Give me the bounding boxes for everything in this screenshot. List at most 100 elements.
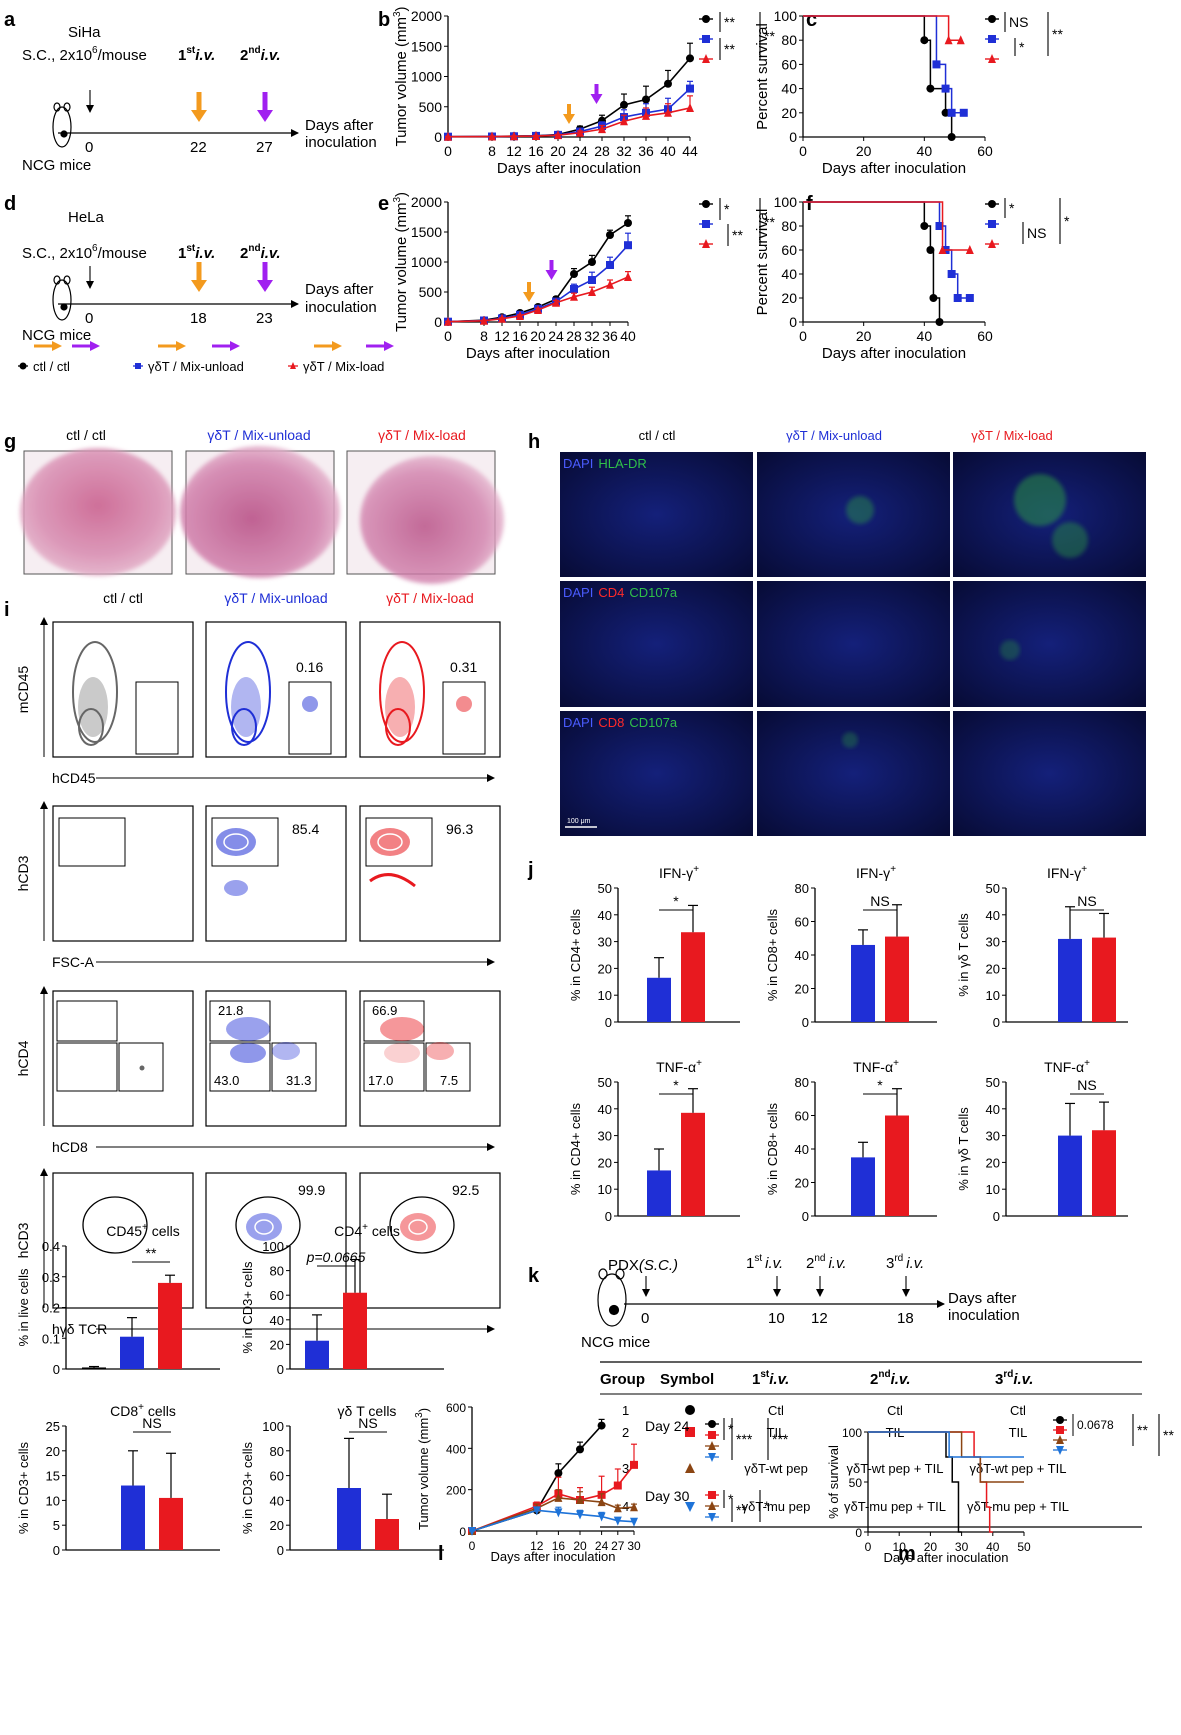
bar-chart-j-4: 0 10 20 30 40 50 TNF-α+ % in CD4+ cells * — [568, 1058, 740, 1224]
y-tick-label: 30 — [986, 1129, 1000, 1144]
cell-line-a: SiHa — [68, 24, 101, 41]
bar-red — [158, 1282, 182, 1369]
symbol-triangle-up — [685, 1463, 695, 1473]
data-point — [488, 131, 496, 141]
density-contour — [385, 708, 411, 746]
flow-plot-frame — [359, 621, 501, 758]
x-tick-label: 32 — [616, 143, 632, 159]
survival-line-black — [803, 201, 943, 323]
gate-value-bl: 17.0 — [368, 1073, 393, 1088]
bar-blue — [120, 1336, 144, 1369]
data-point — [468, 1527, 476, 1536]
chart-title: TNF-α+ — [853, 1058, 899, 1075]
y-tick-label: 0 — [605, 1015, 612, 1030]
k-mouse: NCG mice — [581, 1334, 650, 1351]
bar-chart-i-cd4: 0 20 40 60 80 100 CD4+ cells % in CD3+ cells p=0… — [240, 1222, 444, 1377]
bar-red — [1092, 937, 1116, 1022]
y-axis-label: % in γδ T cells — [956, 913, 971, 997]
survival-mark — [935, 318, 944, 326]
data-point — [664, 79, 672, 88]
y-tick-label: 400 — [446, 1442, 466, 1456]
panel-letter-h: h — [528, 431, 540, 453]
data-point — [588, 258, 596, 266]
day-d-0: 0 — [85, 310, 93, 327]
data-point — [554, 1492, 563, 1502]
gate-value-tl: 66.9 — [372, 1003, 397, 1018]
bar-blue — [647, 977, 671, 1022]
x-tick-label: 16 — [552, 1539, 566, 1553]
y-tick-label: 40 — [781, 81, 797, 97]
survival-mark — [929, 294, 938, 302]
day-a-2: 27 — [256, 139, 273, 156]
flow-plot-frame — [205, 805, 347, 942]
chart-title: IFN-γ+ — [856, 864, 896, 881]
inj1-label-d: 1sti.v. — [178, 243, 215, 262]
y-tick-label: 0 — [459, 1525, 466, 1539]
axis-d-2: inoculation — [305, 299, 377, 316]
gate-box — [209, 1000, 271, 1042]
data-point — [606, 261, 614, 269]
x-tick-label: 8 — [480, 328, 488, 344]
legend-marker — [1056, 1435, 1064, 1444]
y-tick-label: 20 — [986, 961, 1000, 976]
data-point — [570, 291, 578, 301]
k-pdx: PDX(S.C.) — [608, 1257, 678, 1274]
data-point — [642, 95, 650, 104]
k-row3-c1: γδT-wt pep — [744, 1461, 808, 1476]
legend-marker — [708, 1441, 716, 1450]
x-tick-label: 30 — [627, 1539, 641, 1553]
series-line-brown — [471, 1497, 635, 1532]
data-point — [532, 1506, 541, 1516]
y-axis-label: Tumor volume (mm3) — [392, 6, 410, 146]
legend-marker — [988, 220, 996, 228]
density-contour — [377, 833, 403, 851]
stat-l30-1: * — [728, 1491, 734, 1507]
survival-mark — [953, 294, 962, 302]
y-tick-label: 0 — [855, 1526, 862, 1540]
y-tick-label: 60 — [781, 56, 797, 72]
survival-mark — [920, 222, 929, 230]
survival-line-black — [803, 15, 955, 138]
mouse-label-d: NCG mice — [22, 327, 91, 344]
data-point — [534, 305, 542, 314]
gate-box — [363, 1042, 425, 1092]
stat-b-1: ** — [724, 14, 735, 30]
fluorescence-h: ctl / ctl γδT / Mix-unload γδT / Mix-loa… — [560, 428, 1146, 836]
x-tick-label: 60 — [977, 143, 993, 159]
y-axis-label: Percent survival — [754, 23, 771, 130]
he-images-g: ctl / ctl γδT / Mix-unload γδT / Mix-loa… — [20, 427, 504, 584]
y-tick-label: 40 — [795, 1142, 809, 1157]
inj2-label-d: 2ndi.v. — [240, 243, 281, 262]
data-point — [598, 124, 606, 134]
gate-box — [118, 1042, 164, 1092]
flow-plot-frame — [52, 621, 194, 758]
k-row3-c2: γδT-wt pep + TIL — [847, 1461, 944, 1476]
density-contour — [379, 641, 425, 743]
y-tick-label: 0 — [434, 129, 442, 145]
x-tick-label: 0 — [469, 1539, 476, 1553]
data-point — [510, 131, 518, 141]
x-tick-label: 40 — [660, 143, 676, 159]
legend-marker — [988, 15, 996, 23]
density-fill — [230, 1043, 266, 1063]
stat-l24-2: *** — [736, 1431, 753, 1447]
x-axis-label: Days after inoculation — [466, 345, 610, 362]
k-day-1: 10 — [768, 1310, 785, 1327]
data-point — [588, 276, 596, 284]
panel-letter-l: l — [438, 1543, 444, 1565]
legend-marker — [702, 54, 710, 63]
flow-y-label: hCD4 — [15, 1040, 31, 1076]
y-tick-label: 20 — [598, 961, 612, 976]
bar-blue — [1058, 1135, 1082, 1216]
y-axis-label: % in CD4+ cells — [568, 908, 583, 1001]
series-line-dodgerblue — [471, 1509, 635, 1532]
data-point — [606, 279, 614, 289]
y-tick-label: 40 — [270, 1493, 284, 1508]
data-point — [516, 311, 524, 320]
legend-marker — [708, 1501, 716, 1510]
stat-label: NS — [1077, 893, 1096, 909]
data-point — [624, 219, 632, 227]
bar-blue — [851, 944, 875, 1022]
bar-chart-j-5: 0 20 40 60 80 TNF-α+ % in CD8+ cells * — [765, 1058, 937, 1224]
stat-e-2: ** — [732, 227, 743, 243]
